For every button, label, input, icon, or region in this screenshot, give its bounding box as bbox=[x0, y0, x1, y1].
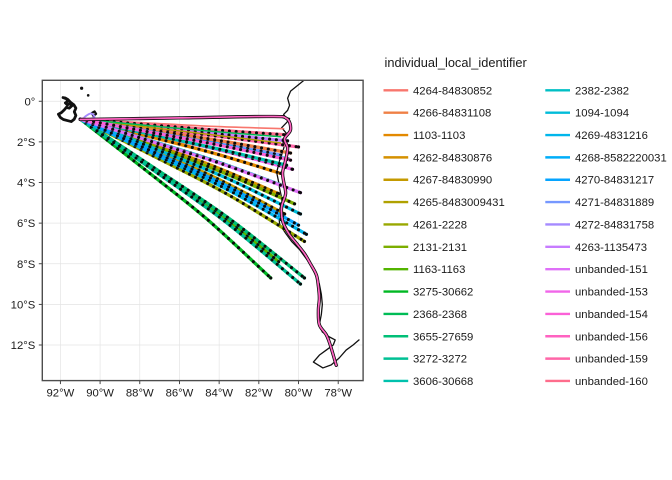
svg-text:1103-1103: 1103-1103 bbox=[413, 130, 465, 142]
svg-text:2368-2368: 2368-2368 bbox=[413, 309, 467, 321]
svg-text:84°W: 84°W bbox=[205, 388, 233, 400]
svg-text:4267-84830990: 4267-84830990 bbox=[413, 175, 492, 187]
svg-text:82°W: 82°W bbox=[245, 388, 273, 400]
svg-text:8°S: 8°S bbox=[17, 259, 36, 271]
svg-text:2°S: 2°S bbox=[17, 137, 36, 149]
svg-text:4271-84831889: 4271-84831889 bbox=[575, 197, 654, 209]
svg-text:individual_local_identifier: individual_local_identifier bbox=[385, 55, 528, 70]
svg-text:2131-2131: 2131-2131 bbox=[413, 242, 467, 254]
svg-text:4270-84831217: 4270-84831217 bbox=[575, 175, 654, 187]
svg-text:3272-3272: 3272-3272 bbox=[413, 354, 467, 366]
svg-text:90°W: 90°W bbox=[86, 388, 114, 400]
svg-text:10°S: 10°S bbox=[11, 299, 36, 311]
svg-text:4272-84831758: 4272-84831758 bbox=[575, 219, 654, 231]
svg-text:88°W: 88°W bbox=[126, 388, 154, 400]
svg-text:0°: 0° bbox=[24, 96, 35, 108]
svg-text:4268-8582220031: 4268-8582220031 bbox=[575, 152, 667, 164]
svg-text:6°S: 6°S bbox=[17, 218, 36, 230]
svg-text:4261-2228: 4261-2228 bbox=[413, 219, 467, 231]
svg-text:3655-27659: 3655-27659 bbox=[413, 331, 473, 343]
svg-text:86°W: 86°W bbox=[166, 388, 194, 400]
svg-text:92°W: 92°W bbox=[47, 388, 75, 400]
svg-text:78°W: 78°W bbox=[324, 388, 352, 400]
svg-text:1163-1163: 1163-1163 bbox=[413, 264, 465, 276]
svg-text:4262-84830876: 4262-84830876 bbox=[413, 152, 492, 164]
svg-text:12°S: 12°S bbox=[11, 340, 36, 352]
svg-text:3275-30662: 3275-30662 bbox=[413, 287, 473, 299]
svg-text:unbanded-151: unbanded-151 bbox=[575, 264, 648, 276]
svg-text:3606-30668: 3606-30668 bbox=[413, 376, 473, 388]
svg-text:1094-1094: 1094-1094 bbox=[575, 108, 629, 120]
svg-text:unbanded-160: unbanded-160 bbox=[575, 376, 648, 388]
svg-text:unbanded-154: unbanded-154 bbox=[575, 309, 648, 321]
svg-text:4265-8483009431: 4265-8483009431 bbox=[413, 197, 505, 209]
svg-text:unbanded-156: unbanded-156 bbox=[575, 331, 648, 343]
svg-text:4266-84831108: 4266-84831108 bbox=[413, 108, 491, 120]
svg-text:unbanded-153: unbanded-153 bbox=[575, 287, 648, 299]
svg-text:unbanded-159: unbanded-159 bbox=[575, 354, 648, 366]
svg-text:80°W: 80°W bbox=[285, 388, 313, 400]
svg-text:4263-1135473: 4263-1135473 bbox=[575, 242, 647, 254]
svg-text:4°S: 4°S bbox=[17, 178, 36, 190]
svg-text:4264-84830852: 4264-84830852 bbox=[413, 85, 492, 97]
svg-text:4269-4831216: 4269-4831216 bbox=[575, 130, 648, 142]
svg-text:2382-2382: 2382-2382 bbox=[575, 85, 629, 97]
